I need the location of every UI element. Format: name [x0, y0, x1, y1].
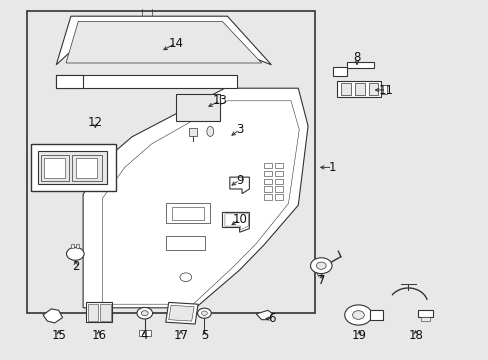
Text: 14: 14 — [168, 37, 183, 50]
Text: 3: 3 — [235, 123, 243, 136]
Text: 15: 15 — [51, 329, 66, 342]
Text: 17: 17 — [173, 329, 188, 342]
Polygon shape — [332, 62, 373, 76]
Bar — [337, 81, 381, 97]
Bar — [139, 330, 150, 336]
Bar — [368, 83, 378, 95]
Bar — [56, 75, 237, 88]
Bar — [41, 155, 69, 181]
Bar — [341, 83, 350, 95]
Text: 10: 10 — [232, 213, 246, 226]
Polygon shape — [165, 302, 198, 324]
Bar — [87, 304, 98, 321]
Bar — [264, 171, 271, 176]
Bar — [189, 128, 197, 136]
Bar — [172, 207, 204, 220]
Circle shape — [137, 307, 152, 319]
Text: 7: 7 — [317, 274, 325, 287]
Polygon shape — [222, 212, 249, 232]
Bar — [264, 194, 271, 200]
Circle shape — [310, 258, 331, 274]
Polygon shape — [56, 16, 271, 65]
Bar — [274, 179, 282, 184]
Bar — [56, 75, 83, 88]
Bar — [274, 163, 282, 168]
Text: 2: 2 — [72, 260, 80, 273]
Text: 5: 5 — [200, 329, 208, 342]
Bar — [38, 151, 106, 184]
Circle shape — [66, 247, 84, 260]
Text: 16: 16 — [91, 329, 106, 342]
Text: 19: 19 — [351, 329, 366, 342]
Bar — [176, 94, 220, 121]
Bar — [420, 317, 429, 321]
Bar — [274, 194, 282, 200]
Polygon shape — [43, 309, 62, 323]
Text: 12: 12 — [88, 116, 102, 129]
Text: 1: 1 — [328, 161, 336, 174]
Bar — [44, 158, 64, 178]
Bar — [417, 310, 432, 317]
Bar — [264, 179, 271, 184]
Bar — [166, 203, 210, 223]
Circle shape — [352, 311, 364, 319]
Circle shape — [141, 311, 148, 316]
Polygon shape — [66, 22, 261, 63]
Bar — [76, 158, 97, 178]
Ellipse shape — [206, 126, 213, 136]
Polygon shape — [229, 177, 249, 194]
Text: 8: 8 — [352, 51, 360, 64]
Bar — [100, 304, 110, 321]
Bar — [264, 163, 271, 168]
Bar — [72, 155, 102, 181]
Text: 4: 4 — [140, 329, 148, 342]
Bar — [354, 83, 364, 95]
Bar — [85, 302, 112, 322]
Polygon shape — [168, 305, 194, 321]
Text: 18: 18 — [407, 329, 422, 342]
Text: 13: 13 — [212, 94, 227, 107]
Bar — [274, 186, 282, 192]
Circle shape — [316, 262, 325, 269]
Bar — [76, 244, 79, 248]
Bar — [274, 171, 282, 176]
Bar — [369, 310, 383, 320]
Circle shape — [201, 311, 207, 315]
Bar — [71, 244, 74, 248]
Circle shape — [197, 308, 211, 318]
Text: 11: 11 — [378, 84, 393, 96]
Text: 9: 9 — [235, 174, 243, 186]
Bar — [27, 11, 315, 313]
Bar — [264, 186, 271, 192]
Polygon shape — [256, 310, 272, 320]
Bar — [381, 85, 386, 94]
Bar — [166, 236, 205, 250]
Polygon shape — [83, 88, 307, 308]
Text: 6: 6 — [267, 312, 275, 325]
Bar — [31, 144, 116, 191]
Circle shape — [344, 305, 371, 325]
